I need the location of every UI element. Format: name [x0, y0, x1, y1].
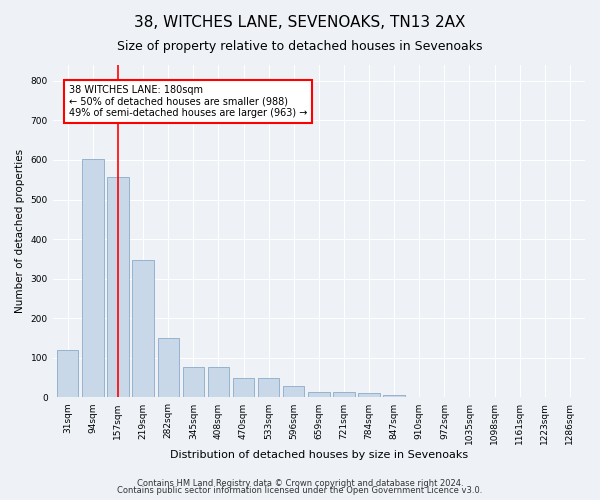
Bar: [107, 176, 128, 398]
Text: 38 WITCHES LANE: 180sqm
← 50% of detached houses are smaller (988)
49% of semi-d: 38 WITCHES LANE: 180sqm ← 50% of detache…: [69, 85, 307, 118]
Bar: [258, 378, 279, 398]
Bar: [208, 367, 229, 398]
Text: Contains HM Land Registry data © Crown copyright and database right 2024.: Contains HM Land Registry data © Crown c…: [137, 478, 463, 488]
Y-axis label: Number of detached properties: Number of detached properties: [15, 149, 25, 314]
Bar: [358, 392, 380, 398]
Bar: [308, 392, 329, 398]
Text: Size of property relative to detached houses in Sevenoaks: Size of property relative to detached ho…: [117, 40, 483, 53]
Bar: [82, 159, 104, 398]
Bar: [333, 392, 355, 398]
Bar: [182, 367, 204, 398]
Bar: [158, 338, 179, 398]
Bar: [283, 386, 304, 398]
Bar: [57, 350, 79, 398]
Bar: [383, 396, 405, 398]
Bar: [133, 260, 154, 398]
Text: Contains public sector information licensed under the Open Government Licence v3: Contains public sector information licen…: [118, 486, 482, 495]
Bar: [233, 378, 254, 398]
Text: 38, WITCHES LANE, SEVENOAKS, TN13 2AX: 38, WITCHES LANE, SEVENOAKS, TN13 2AX: [134, 15, 466, 30]
X-axis label: Distribution of detached houses by size in Sevenoaks: Distribution of detached houses by size …: [170, 450, 468, 460]
